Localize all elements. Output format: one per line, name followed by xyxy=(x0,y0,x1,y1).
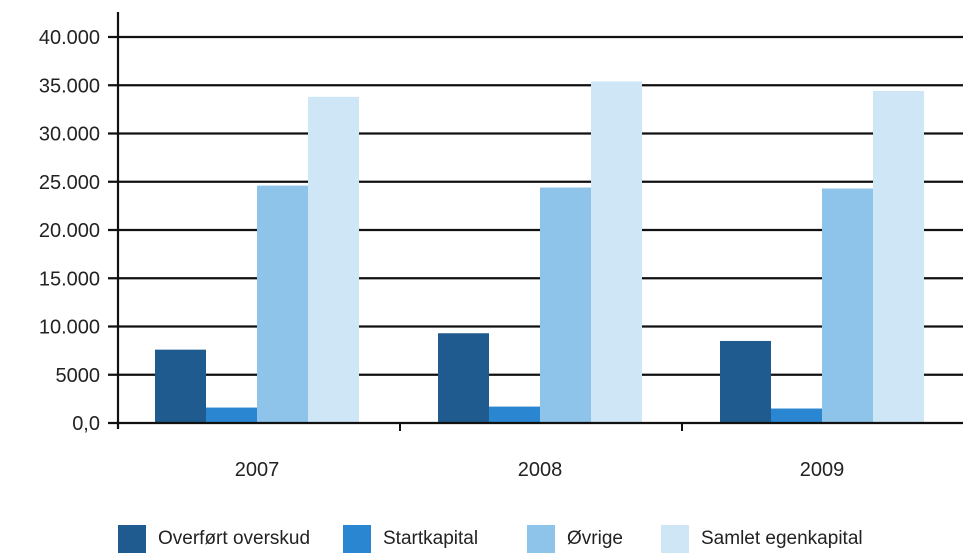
legend-label: Øvrige xyxy=(567,528,623,549)
grid-lines xyxy=(108,35,963,376)
legend-swatch xyxy=(118,525,146,553)
bar xyxy=(591,81,642,423)
y-tick-label: 30.000 xyxy=(39,124,100,146)
bars xyxy=(155,81,924,423)
legend-label: Startkapital xyxy=(383,528,479,549)
axes xyxy=(108,12,963,431)
legend-swatch xyxy=(527,525,555,553)
bar-chart: 0,0 5000 10.000 15.000 20.000 25.000 30.000 35.… xyxy=(39,12,963,481)
legend-item-ovrige: Øvrige xyxy=(527,520,623,558)
axis-labels: 0,0 5000 10.000 15.000 20.000 25.000 30.000 35.… xyxy=(39,27,844,481)
bar xyxy=(308,96,359,423)
bar xyxy=(540,187,591,423)
y-tick-label: 20.000 xyxy=(39,220,100,242)
bar xyxy=(257,185,308,423)
y-tick-label: 10.000 xyxy=(39,317,100,339)
legend-item-overfort-overskud: Overført overskud xyxy=(118,520,310,558)
y-tick-label: 5000 xyxy=(56,365,101,387)
x-tick-label: 2007 xyxy=(235,459,280,481)
bar xyxy=(720,340,771,423)
legend-swatch xyxy=(661,525,689,553)
bar xyxy=(822,188,873,423)
bar xyxy=(155,349,206,423)
x-tick-label: 2009 xyxy=(800,459,845,481)
legend-item-startkapital: Startkapital xyxy=(343,520,478,558)
bar xyxy=(873,91,924,423)
y-tick-label: 40.000 xyxy=(39,27,100,49)
y-tick-label: 15.000 xyxy=(39,268,100,290)
y-tick-label: 0,0 xyxy=(72,413,100,435)
bar xyxy=(771,408,822,423)
legend-label: Overført overskud xyxy=(158,528,311,549)
legend-swatch xyxy=(343,525,371,553)
x-tick-label: 2008 xyxy=(518,459,563,481)
legend: Overført overskud Startkapital Øvrige Sa… xyxy=(0,520,965,558)
y-tick-label: 35.000 xyxy=(39,75,100,97)
bar xyxy=(206,407,257,423)
bar xyxy=(489,406,540,423)
bar xyxy=(438,333,489,423)
y-tick-label: 25.000 xyxy=(39,172,100,194)
legend-item-samlet-egenkapital: Samlet egenkapital xyxy=(661,520,863,558)
legend-label: Samlet egenkapital xyxy=(701,528,863,549)
